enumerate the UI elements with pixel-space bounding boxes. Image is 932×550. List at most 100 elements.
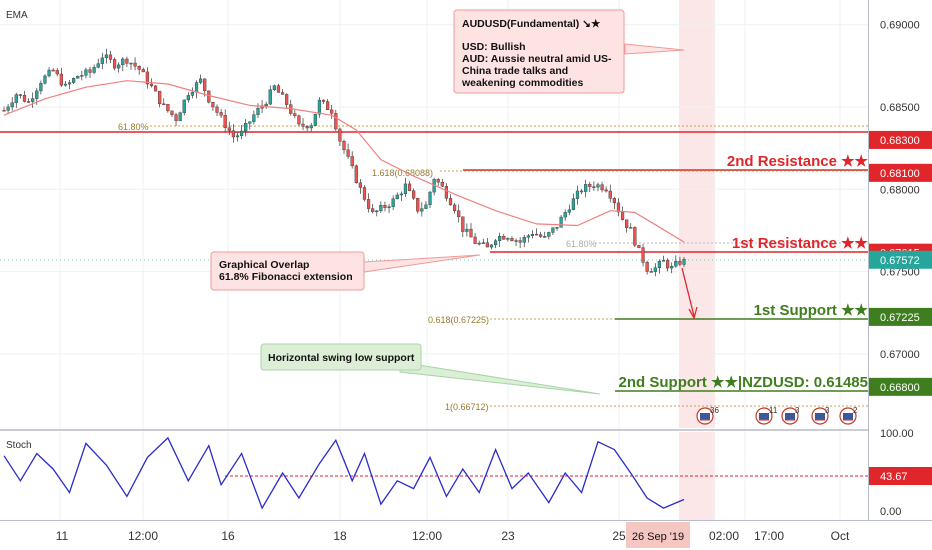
candle-15 [63,80,68,87]
candle-123 [506,237,510,242]
candle-153 [629,223,633,229]
candle-82 [338,127,342,147]
candle-149 [612,196,616,210]
svg-text:0.66800: 0.66800 [880,382,920,394]
candle-22 [92,64,96,75]
candle-6 [26,98,31,103]
candle-11 [47,67,51,78]
svg-text:43.67: 43.67 [880,471,908,483]
candle-142 [584,179,588,198]
candle-71 [293,109,297,119]
candle-80 [330,105,334,119]
candle-76 [313,113,317,126]
candle-72 [297,114,301,127]
swing-callout[interactable]: Horizontal swing low support [260,343,601,395]
candle-18 [76,75,80,79]
price-tags: 0.683000.681000.676150.675720.672250.668… [869,130,932,396]
event-flag-icon-4: 2 [839,406,858,425]
candle-98 [403,177,408,197]
support-2-label: 2nd Support ★★|NZDUSD: 0.61485 [619,374,868,391]
fib-label-ext-high: 1.618(0.68088) [372,168,433,178]
overlap-callout[interactable]: Graphical Overlap 61.8% Fibonacci extens… [210,251,481,291]
candle-101 [416,197,420,214]
candle-100 [412,188,416,200]
stoch-tick-0: 0.00 [880,506,901,518]
candle-64 [264,101,268,109]
ema-line [3,80,685,243]
candle-143 [588,181,592,192]
candle-137 [563,209,567,221]
time-label-1: 12:00 [128,529,158,543]
svg-text:11: 11 [769,406,778,415]
candle-series [2,48,686,277]
candle-2 [10,96,14,111]
candle-140 [575,185,580,205]
fundamental-line-3: China trade talks and [462,65,568,77]
price-tag-0: 0.68300 [869,130,932,149]
candle-44 [182,99,186,116]
event-flag-icon-1: 11 [755,406,778,425]
candle-9 [39,80,43,95]
ema-label: EMA [6,10,28,21]
candle-132 [543,231,547,238]
candle-128 [526,234,530,243]
price-tick-1: 0.68500 [880,102,920,114]
candle-93 [383,201,387,212]
time-label-4: 12:00 [412,529,442,543]
event-icons[interactable]: 36 11 3 3 2 [696,406,858,425]
candle-47 [194,80,199,99]
price-tag-3: 0.67572 [869,250,932,269]
price-tick-2: 0.68000 [880,184,920,196]
fib-label-mid: 61.80% [566,239,597,249]
candle-135 [555,227,559,231]
candle-37 [153,84,158,92]
candle-14 [59,67,63,87]
candle-68 [280,89,285,95]
candle-34 [141,67,145,73]
candle-92 [379,201,383,214]
candle-120 [493,239,498,249]
candle-35 [145,67,149,89]
support-1-label: 1st Support ★★ [754,302,869,319]
candle-88 [362,185,367,202]
candle-110 [453,202,457,214]
candle-29 [121,57,125,72]
candle-162 [666,258,670,272]
candle-33 [137,65,141,75]
candle-75 [309,122,313,132]
time-axis-bg[interactable] [0,520,932,550]
candle-164 [674,255,678,268]
candle-118 [485,238,489,248]
svg-text:3: 3 [795,406,800,415]
candle-145 [596,182,600,192]
time-label-9: Oct [831,529,850,543]
candle-104 [428,191,432,209]
candle-108 [444,183,449,202]
candle-4 [18,94,22,99]
fundamental-callout[interactable]: AUDUSD(Fundamental) ↘★ USD: Bullish AUD:… [453,9,685,94]
candle-91 [375,209,379,217]
candle-112 [461,216,465,238]
candle-56 [231,124,235,143]
candle-122 [502,233,506,240]
candle-52 [215,104,219,116]
candle-26 [108,50,113,64]
overlap-line-1: Graphical Overlap [219,259,309,271]
candle-55 [227,121,231,136]
candle-70 [289,99,293,116]
candle-146 [600,181,604,193]
candle-90 [371,203,375,214]
time-label-3: 18 [333,529,347,543]
stoch-line [3,436,685,510]
fib-label-ext-target: 0.618(0.67225) [428,315,489,325]
candle-59 [244,119,248,137]
svg-text:3: 3 [825,406,830,415]
candle-124 [510,236,514,242]
candle-166 [682,257,686,267]
candle-42 [174,112,178,126]
candle-155 [637,244,641,248]
candle-45 [186,92,190,103]
candle-61 [252,110,256,125]
candle-126 [518,237,522,249]
